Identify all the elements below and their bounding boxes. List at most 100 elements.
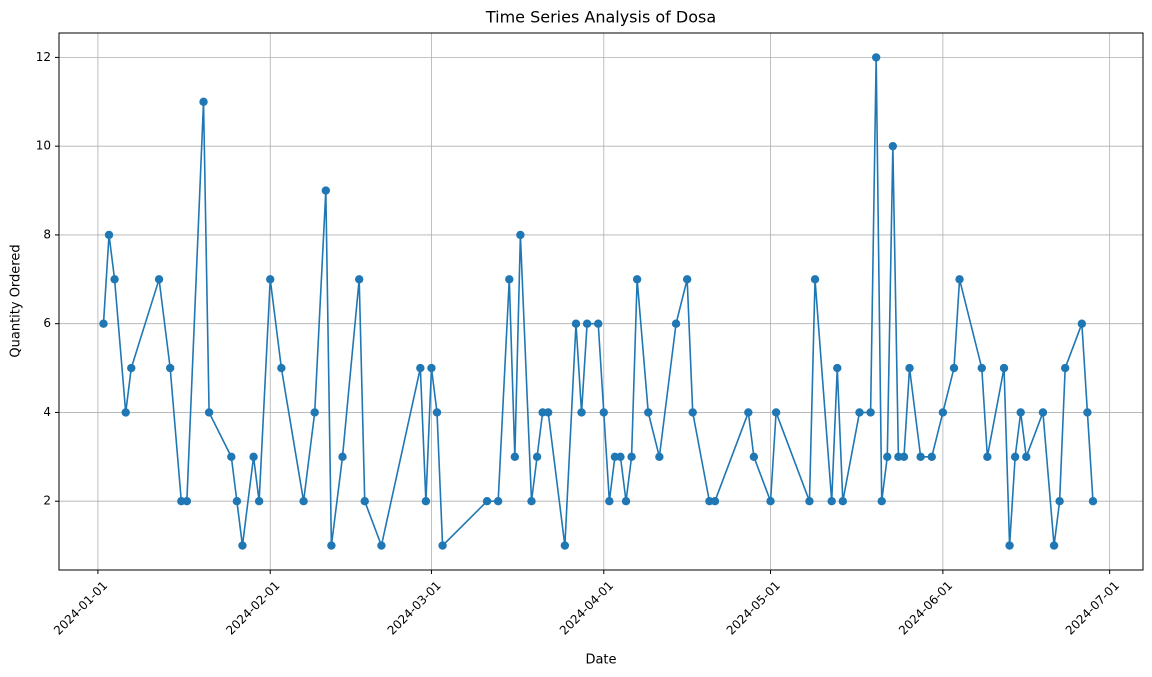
data-point (438, 541, 447, 550)
data-point (833, 363, 842, 373)
data-point (1060, 363, 1070, 373)
y-tick-label: 2 (43, 494, 51, 508)
data-point (232, 497, 242, 506)
data-point (1010, 452, 1020, 462)
data-point (338, 452, 347, 462)
data-point (416, 363, 425, 373)
data-point (605, 497, 614, 506)
data-point (577, 408, 586, 417)
y-tick-label: 6 (43, 316, 51, 330)
data-point (104, 230, 114, 240)
data-point (249, 452, 258, 462)
data-point (771, 408, 781, 417)
data-point (510, 452, 520, 462)
data-point (883, 452, 892, 462)
data-point (543, 408, 553, 417)
data-point (838, 497, 848, 506)
x-tick-label: 2024-02-01 (223, 578, 282, 637)
data-point (238, 541, 247, 550)
series-line (102, 57, 1094, 549)
data-point (1083, 408, 1092, 417)
data-point (1022, 452, 1031, 462)
data-point (110, 275, 119, 284)
data-point (421, 497, 431, 506)
data-point (227, 452, 236, 462)
data-point (905, 363, 914, 373)
data-point (877, 497, 886, 506)
chart-title: Time Series Analysis of Dosa (485, 8, 716, 27)
data-point (810, 275, 820, 284)
data-point (266, 275, 275, 284)
data-point (199, 97, 208, 106)
data-point (955, 275, 964, 284)
data-point (127, 363, 136, 373)
data-point (899, 452, 909, 462)
x-tick-label: 2024-01-01 (51, 578, 110, 637)
data-point (888, 141, 898, 151)
data-point (99, 319, 108, 328)
data-point (427, 363, 436, 373)
data-point (983, 452, 992, 462)
data-point (254, 497, 264, 506)
data-point (377, 541, 386, 550)
data-point (632, 275, 642, 284)
x-tick-label: 2024-03-01 (385, 578, 444, 637)
data-point (121, 408, 130, 417)
data-point (977, 363, 986, 373)
data-point (1005, 541, 1014, 550)
data-point (655, 452, 664, 462)
data-point (527, 497, 536, 506)
data-point (432, 408, 442, 417)
data-point (1016, 408, 1025, 417)
data-point (999, 363, 1009, 373)
data-point (505, 275, 514, 284)
data-point (360, 497, 369, 506)
y-tick-label: 8 (43, 227, 51, 241)
data-point (532, 452, 542, 462)
data-point (616, 452, 625, 462)
data-point (671, 319, 681, 328)
data-point (749, 452, 759, 462)
y-tick-label: 10 (36, 139, 51, 153)
data-point (866, 408, 875, 417)
data-point (1049, 541, 1059, 550)
data-point (766, 497, 775, 506)
data-point (805, 497, 814, 506)
data-point (321, 186, 331, 195)
data-point (949, 363, 959, 373)
data-point (594, 319, 603, 328)
y-tick-label: 4 (43, 405, 51, 419)
data-point (516, 230, 525, 240)
data-point (1088, 497, 1098, 506)
data-point (688, 408, 697, 417)
x-tick-label: 2024-06-01 (896, 578, 955, 637)
data-point (938, 408, 948, 417)
y-axis-label: Quantity Ordered (9, 244, 24, 357)
plot-frame (58, 32, 1144, 571)
data-point (744, 408, 753, 417)
data-point (1055, 497, 1064, 506)
x-axis-label: Date (585, 653, 616, 668)
data-point (682, 275, 692, 284)
data-point (827, 497, 836, 506)
data-point (927, 452, 936, 462)
data-point (327, 541, 336, 550)
data-point (154, 275, 164, 284)
data-point (582, 319, 592, 328)
data-point (277, 363, 286, 373)
data-point (599, 408, 608, 417)
data-point (299, 497, 308, 506)
data-point (182, 497, 192, 506)
data-point (165, 363, 175, 373)
data-point (560, 541, 570, 550)
data-point (1077, 319, 1087, 328)
data-point (1038, 408, 1048, 417)
data-point (482, 497, 492, 506)
data-point (493, 497, 503, 506)
data-point (310, 408, 319, 417)
data-point (871, 53, 881, 62)
data-point (644, 408, 653, 417)
data-point (855, 408, 864, 417)
data-point (627, 452, 636, 462)
